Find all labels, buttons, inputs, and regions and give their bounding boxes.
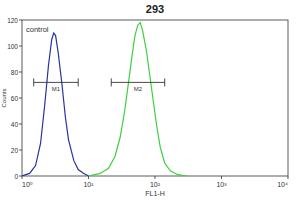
y-tick <box>19 20 22 21</box>
x-tick <box>155 176 156 179</box>
gate-label: M1 <box>52 86 61 92</box>
x-tick <box>22 176 23 179</box>
y-tick <box>19 150 22 151</box>
plot-frame <box>22 20 288 176</box>
x-tick <box>88 176 89 179</box>
series-label: control <box>26 25 49 34</box>
y-tick <box>19 72 22 73</box>
chart: 293 0 20 40 60 80 100 120 10⁰ 10¹ 10² 10³ 10⁴ FL1-H Co… <box>0 0 300 200</box>
gate-marker <box>111 78 164 86</box>
gate-label: M2 <box>134 86 143 92</box>
y-tick-label: 40 <box>11 121 19 128</box>
x-tick-label: 10³ <box>216 181 227 188</box>
gate-marker <box>34 78 78 86</box>
x-tick <box>288 176 289 179</box>
y-tick-label: 120 <box>7 17 18 24</box>
y-tick <box>19 98 22 99</box>
y-tick-label: 20 <box>11 147 19 154</box>
y-tick <box>19 46 22 47</box>
y-tick <box>19 124 22 125</box>
x-tick <box>221 176 222 179</box>
y-tick-label: 60 <box>11 95 19 102</box>
x-tick-label: 10⁰ <box>22 181 33 188</box>
histogram-line <box>22 33 89 176</box>
title: 293 <box>146 3 164 15</box>
x-tick-label: 10¹ <box>83 181 94 188</box>
x-axis-label: FL1-H <box>145 190 164 197</box>
y-tick <box>19 176 22 177</box>
x-tick-label: 10⁴ <box>277 181 288 188</box>
y-axis-label: Counts <box>1 88 7 107</box>
y-tick-label: 0 <box>14 173 18 180</box>
y-tick-label: 100 <box>7 43 18 50</box>
plot-area <box>22 23 187 176</box>
y-tick-label: 80 <box>11 69 19 76</box>
x-tick-label: 10² <box>150 181 161 188</box>
histogram-line <box>89 23 187 176</box>
